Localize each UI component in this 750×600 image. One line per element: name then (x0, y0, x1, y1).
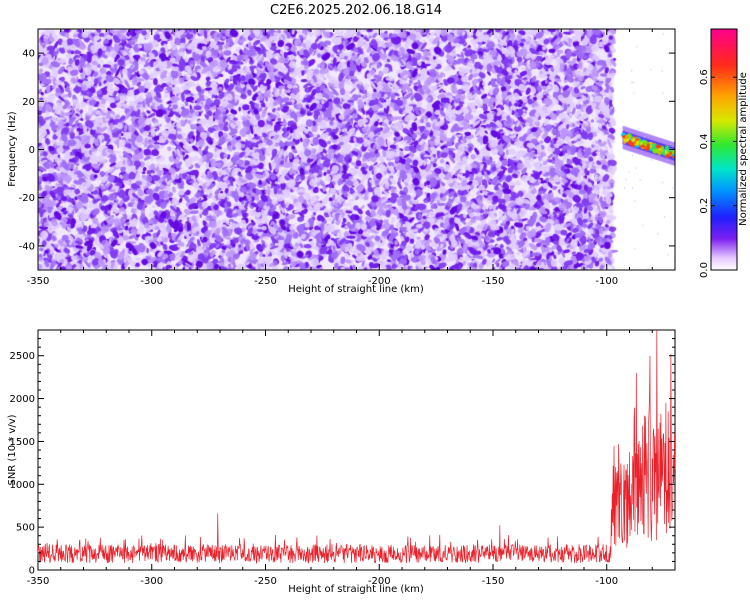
spectrogram-x-tick-label: -200 (368, 276, 391, 287)
colorbar-tick-label: 0.2 (699, 198, 710, 214)
snr-x-tick-label: -150 (482, 576, 505, 587)
spectrogram-x-tick-label: -150 (482, 276, 505, 287)
snr-y-tick-label: 1500 (10, 437, 35, 448)
spectrogram-x-tick-label: -300 (140, 276, 163, 287)
spectrogram-y-tick-label: -20 (19, 193, 35, 204)
spectrogram-x-tick-label: -350 (27, 276, 50, 287)
snr-y-tick-label: 0 (29, 566, 35, 577)
figure-title: C2E6.2025.202.06.18.G14 (270, 3, 442, 18)
spectrogram-x-tick-label: -100 (595, 276, 618, 287)
snr-x-axis-label: Height of straight line (km) (288, 584, 424, 595)
snr-ticks: -350 -300 -250 -200 -150 -100 0 500 1000 1500 2000… (10, 330, 676, 587)
snr-x-tick-label: -350 (27, 576, 50, 587)
colorbar-ticks: 0.0 0.2 0.4 0.6 (699, 69, 737, 278)
colorbar-frame (710, 28, 738, 271)
colorbar-tick-label: 0.0 (699, 262, 710, 278)
snr-y-tick-label: 2000 (10, 394, 35, 405)
spectrogram-y-tick-label: 0 (29, 145, 35, 156)
spectrogram-x-tick-label: -250 (254, 276, 277, 287)
spectrogram-y-axis-label: Frequency (Hz) (7, 111, 18, 187)
snr-x-tick-label: -100 (595, 576, 618, 587)
snr-x-tick-label: -300 (140, 576, 163, 587)
snr-panel: -350 -300 -250 -200 -150 -100 0 500 1000 1500 2000… (7, 329, 676, 595)
snr-frame (37, 329, 676, 571)
snr-y-tick-label: 1000 (10, 480, 35, 491)
colorbar: 0.0 0.2 0.4 0.6 Normalized spectral amplitu… (699, 28, 749, 278)
colorbar-tick-label: 0.4 (699, 134, 710, 150)
colorbar-gradient (711, 29, 737, 270)
snr-y-tick-label: 500 (16, 523, 35, 534)
snr-y-tick-label: 2500 (10, 351, 35, 362)
snr-x-tick-label: -200 (368, 576, 391, 587)
snr-y-axis-label: SNR (10 * v/v) (7, 414, 18, 485)
snr-x-tick-label: -250 (254, 576, 277, 587)
spectrogram-y-tick-label: 20 (22, 97, 35, 108)
spectrogram-y-tick-label: -40 (19, 241, 35, 252)
colorbar-tick-label: 0.6 (699, 69, 710, 85)
spectrogram-y-tick-label: 40 (22, 49, 35, 60)
snr-line (37, 329, 676, 565)
spectrogram-heatmap (38, 29, 675, 270)
colorbar-label: Normalized spectral amplitude (738, 72, 749, 226)
spectrogram-x-axis-label: Height of straight line (km) (288, 284, 424, 295)
